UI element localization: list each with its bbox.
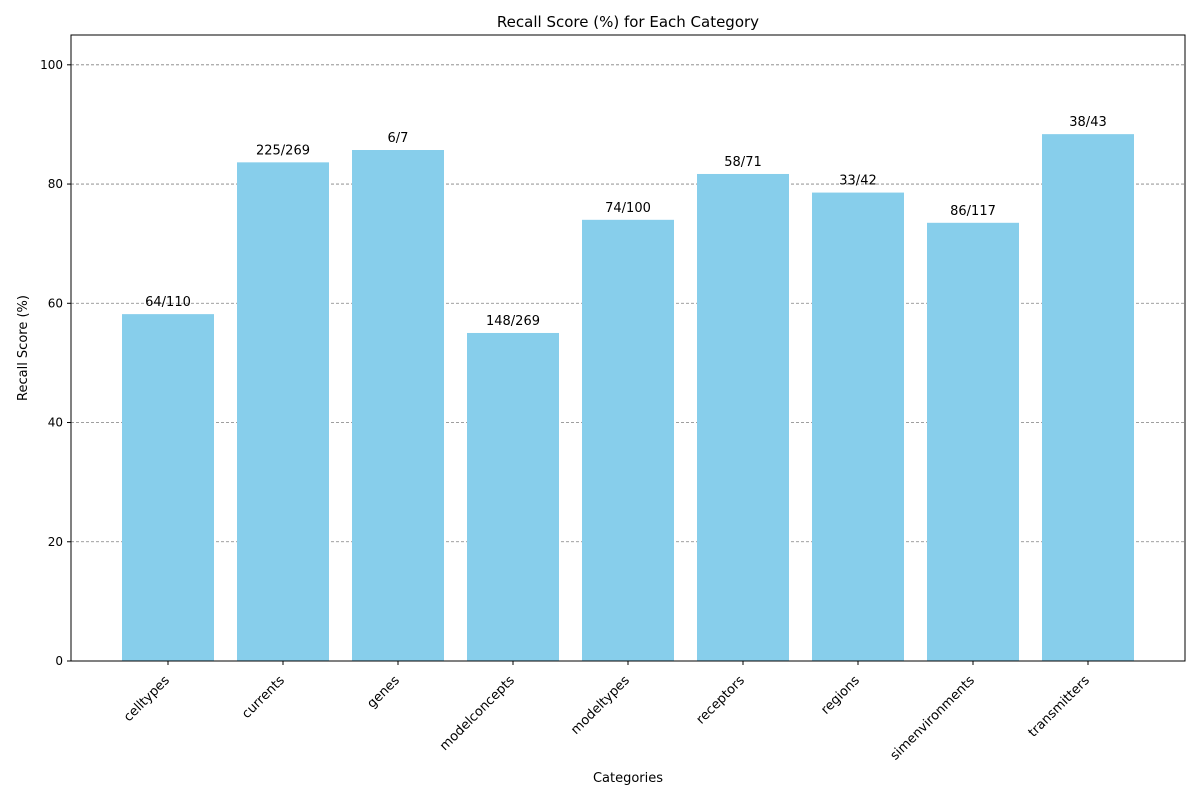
bar-modeltypes <box>582 219 674 662</box>
bar-label-regions: 33/42 <box>839 174 876 189</box>
bar-label-genes: 6/7 <box>388 131 409 146</box>
x-tick-label-genes: genes <box>364 673 403 712</box>
bar-celltypes <box>122 314 214 661</box>
x-tick-label-modeltypes: modeltypes <box>568 673 633 738</box>
bar-simenvironments <box>927 222 1019 662</box>
bar-label-modelconcepts: 148/269 <box>486 314 540 329</box>
y-tick-label: 0 <box>55 654 63 668</box>
y-tick-label: 20 <box>48 535 63 549</box>
x-tick-label-celltypes: celltypes <box>121 673 173 725</box>
x-tick-label-simenvironments: simenvironments <box>888 673 978 763</box>
bar-modelconcepts <box>467 332 559 661</box>
y-tick-label: 60 <box>48 296 63 310</box>
bar-regions <box>812 192 904 662</box>
bar-label-simenvironments: 86/117 <box>950 204 996 219</box>
x-tick-label-currents: currents <box>239 673 288 722</box>
y-axis-ticks: 0 20 40 60 80 100 <box>40 58 71 668</box>
y-tick-label: 80 <box>48 177 63 191</box>
x-tick-label-modelconcepts: modelconcepts <box>437 673 518 754</box>
bar-label-modeltypes: 74/100 <box>605 201 651 216</box>
chart-title: Recall Score (%) for Each Category <box>497 13 759 31</box>
x-tick-label-transmitters: transmitters <box>1026 673 1093 740</box>
x-tick-label-regions: regions <box>818 673 863 718</box>
bar-label-transmitters: 38/43 <box>1069 115 1106 130</box>
y-tick-label: 100 <box>40 58 63 72</box>
x-axis-ticks: celltypes currents genes modelconcepts model… <box>121 661 1093 763</box>
bar-label-celltypes: 64/110 <box>145 295 191 310</box>
bar-label-receptors: 58/71 <box>724 155 761 170</box>
x-axis-label: Categories <box>593 771 663 786</box>
bars <box>122 134 1134 662</box>
y-axis-label: Recall Score (%) <box>16 295 31 401</box>
y-tick-label: 40 <box>48 416 63 430</box>
bar-label-currents: 225/269 <box>256 143 310 158</box>
bar-transmitters <box>1042 134 1134 661</box>
bar-value-labels: 64/110 225/269 6/7 148/269 74/100 58/71 33/42 8… <box>145 115 1107 329</box>
x-tick-label-receptors: receptors <box>694 673 748 727</box>
bar-genes <box>352 150 444 662</box>
bar-receptors <box>697 173 789 662</box>
bar-currents <box>237 162 329 661</box>
